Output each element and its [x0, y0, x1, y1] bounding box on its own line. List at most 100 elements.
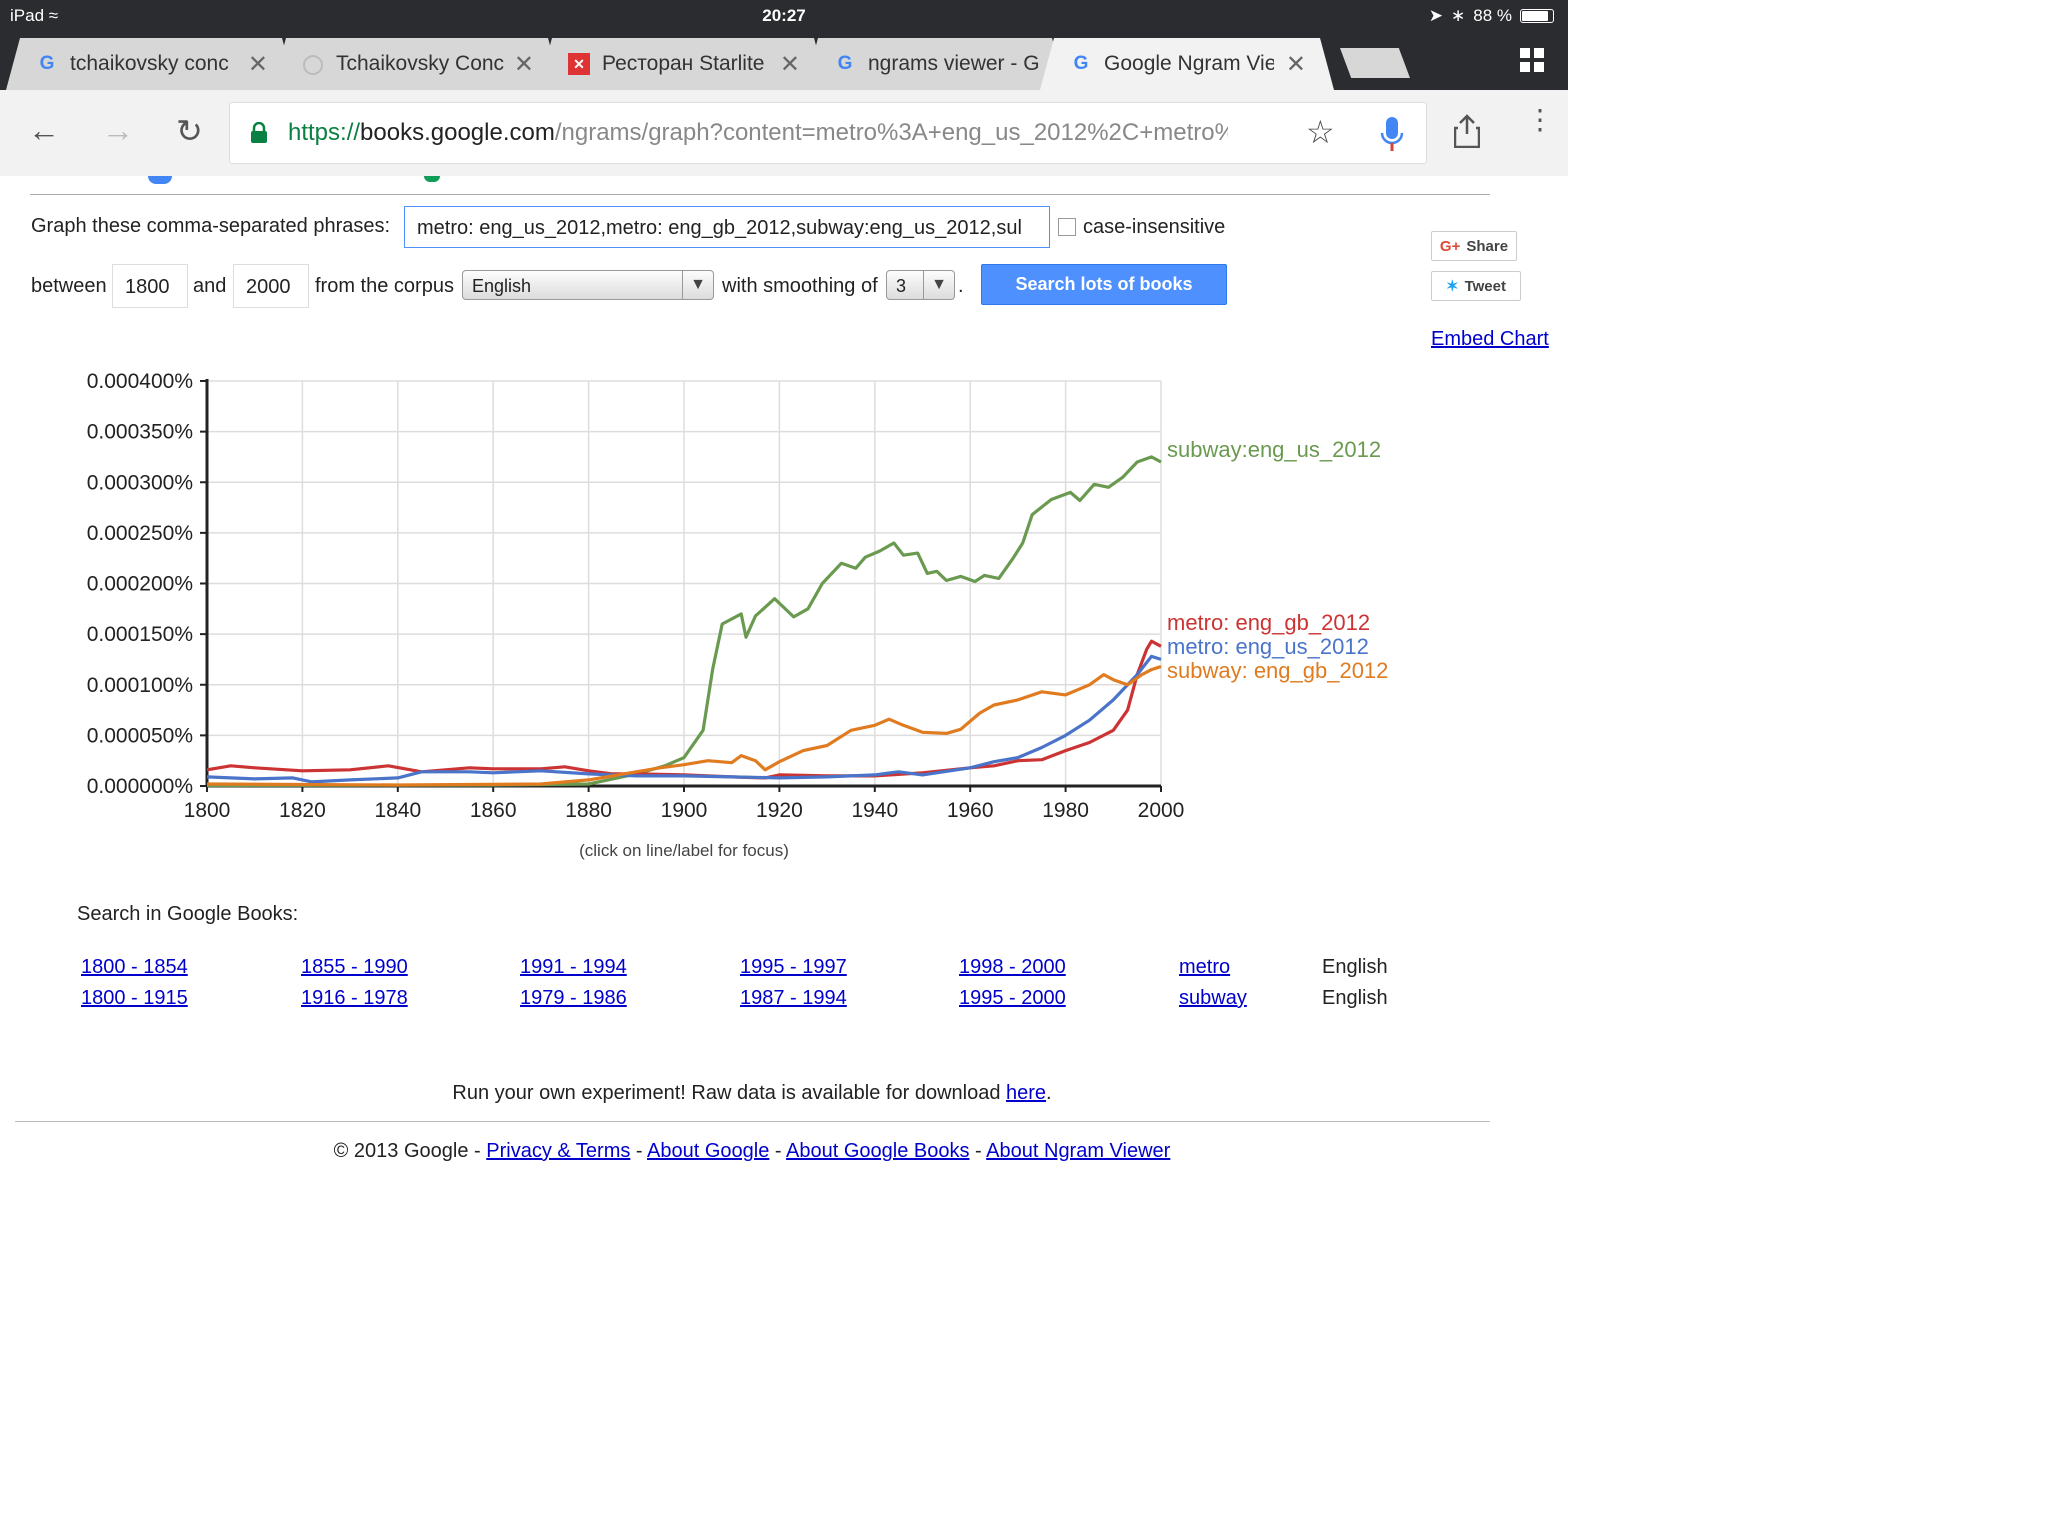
tab-title: ngrams viewer - G	[868, 52, 1038, 75]
year-end-input[interactable]: 2000	[233, 264, 309, 308]
x-tick-label: 1900	[661, 799, 708, 822]
dropdown-arrow-icon: ▼	[923, 271, 954, 299]
ngram-chart: 0.000000% 0.000050% 0.000100% 0.000150% 0.00…	[87, 370, 1389, 860]
tab-title: Google Ngram Vie	[1104, 52, 1274, 75]
footer-divider	[15, 1121, 1490, 1122]
y-tick-label: 0.000400%	[87, 370, 193, 393]
chart-focus-note: (click on line/label for focus)	[579, 841, 789, 860]
series-label-1[interactable]: metro: eng_gb_2012	[1167, 610, 1370, 635]
book-range-link[interactable]: 1995 - 2000	[959, 987, 1066, 1009]
book-range-link[interactable]: 1916 - 1978	[301, 987, 408, 1009]
phrases-input[interactable]: metro: eng_us_2012,metro: eng_gb_2012,su…	[404, 206, 1050, 248]
tab-tchaikovsky-search[interactable]: G tchaikovsky conc ✕	[6, 38, 296, 90]
tweet-button[interactable]: ✶ Tweet	[1431, 271, 1521, 301]
cutoff-logo-dot	[148, 176, 172, 184]
tab-ngrams-search[interactable]: G ngrams viewer - G	[804, 38, 1066, 90]
tab-ngram-viewer[interactable]: G Google Ngram Vie ✕	[1040, 38, 1334, 90]
x-tick-label: 1800	[184, 799, 231, 822]
url-text: https://books.google.com/ngrams/graph?co…	[288, 119, 1228, 146]
y-tick-label: 0.000350%	[87, 421, 193, 444]
star-icon[interactable]: ☆	[1306, 114, 1335, 150]
forward-icon[interactable]: →	[102, 112, 134, 148]
book-corpus: English	[1322, 987, 1388, 1009]
between-label: between	[31, 275, 107, 297]
raw-data-period: .	[1046, 1082, 1052, 1104]
back-icon[interactable]: ←	[28, 112, 60, 148]
series-label-0[interactable]: subway:eng_us_2012	[1167, 437, 1381, 462]
tab-restaurant[interactable]: ✕ Ресторан Starlite ✕	[538, 38, 828, 90]
x-tick-label: 1860	[470, 799, 517, 822]
close-icon[interactable]: ✕	[1285, 51, 1306, 78]
book-range-link[interactable]: 1800 - 1915	[81, 987, 188, 1009]
smoothing-label: with smoothing of	[722, 275, 878, 297]
raw-data-line: Run your own experiment! Raw data is ava…	[0, 1082, 1504, 1105]
case-insensitive-checkbox[interactable]	[1058, 218, 1076, 236]
lock-icon	[251, 122, 267, 143]
and-label: and	[193, 275, 227, 297]
chart-series	[206, 455, 1162, 788]
status-bar: iPad ≈ 20:27 ➤ ∗ 88 %	[0, 0, 1568, 32]
menu-icon[interactable]: ⋮	[1526, 104, 1554, 135]
x-tick-label: 1840	[374, 799, 421, 822]
about-ngram-viewer-link[interactable]: About Ngram Viewer	[986, 1140, 1171, 1162]
about-google-link[interactable]: About Google	[647, 1140, 770, 1162]
tab-strip: G tchaikovsky conc ✕ ◯ Tchaikovsky Conc …	[0, 32, 1568, 90]
x-tick-label: 1920	[756, 799, 803, 822]
series-line-3[interactable]	[206, 664, 1162, 787]
series-label-2[interactable]: metro: eng_us_2012	[1167, 634, 1369, 659]
book-range-link[interactable]: 1800 - 1854	[81, 956, 188, 978]
address-bar[interactable]: https://books.google.com/ngrams/graph?co…	[229, 102, 1427, 164]
y-tick-label: 0.000200%	[87, 573, 193, 596]
bluetooth-icon: ∗	[1451, 6, 1466, 25]
tab-tchaikovsky-concerto[interactable]: ◯ Tchaikovsky Conc ✕	[272, 38, 562, 90]
y-tick-label: 0.000300%	[87, 471, 193, 494]
year-start-input[interactable]: 1800	[112, 264, 188, 308]
book-term-link[interactable]: metro	[1179, 956, 1231, 978]
new-tab-button[interactable]	[1340, 48, 1410, 78]
share-icon[interactable]	[1454, 114, 1480, 148]
tab-title: Tchaikovsky Conc	[336, 52, 505, 75]
series-label-3[interactable]: subway: eng_gb_2012	[1167, 658, 1388, 683]
gplus-share-button[interactable]: G+ Share	[1431, 231, 1517, 261]
tab-switcher-icon[interactable]	[1520, 48, 1544, 72]
tweet-label: Tweet	[1464, 277, 1506, 295]
google-g-icon: G	[1073, 53, 1089, 74]
book-term-link[interactable]: subway	[1179, 987, 1247, 1009]
microphone-icon[interactable]	[1380, 117, 1404, 153]
tab-title: Ресторан Starlite	[602, 52, 765, 75]
book-range-link[interactable]: 1991 - 1994	[520, 956, 627, 978]
privacy-terms-link[interactable]: Privacy & Terms	[486, 1140, 631, 1162]
search-books-button[interactable]: Search lots of books	[981, 264, 1227, 305]
book-range-link[interactable]: 1995 - 1997	[740, 956, 847, 978]
series-labels: subway:eng_us_2012 metro: eng_gb_2012metr…	[1167, 437, 1388, 683]
y-tick-label: 0.000050%	[87, 724, 193, 747]
series-line-2[interactable]	[206, 654, 1162, 784]
raw-data-here-link[interactable]: here	[1006, 1082, 1047, 1104]
corpus-select[interactable]: English ▼	[462, 270, 714, 300]
divider	[30, 194, 1490, 195]
reload-icon[interactable]: ↻	[176, 113, 203, 149]
series-line-0[interactable]	[206, 455, 1162, 788]
battery-icon	[1520, 9, 1554, 23]
book-range-link[interactable]: 1987 - 1994	[740, 987, 847, 1009]
book-range-link[interactable]: 1855 - 1990	[301, 956, 408, 978]
close-icon[interactable]: ✕	[247, 51, 268, 78]
close-icon[interactable]: ✕	[513, 51, 534, 78]
fingerprint-icon: ◯	[302, 53, 324, 75]
period: .	[958, 275, 964, 297]
x-tick-label: 1960	[947, 799, 994, 822]
x-tick-label: 2000	[1138, 799, 1185, 822]
chart-grid	[205, 379, 1162, 788]
y-tick-label: 0.000150%	[87, 623, 193, 646]
book-range-link[interactable]: 1979 - 1986	[520, 987, 627, 1009]
close-icon[interactable]: ✕	[779, 51, 800, 78]
wifi-icon: ≈	[48, 6, 59, 25]
copyright: © 2013 Google -	[333, 1140, 487, 1162]
book-range-link[interactable]: 1998 - 2000	[959, 956, 1066, 978]
smoothing-select[interactable]: 3 ▼	[886, 270, 955, 300]
case-insensitive-label: case-insensitive	[1083, 216, 1226, 238]
book-corpus: English	[1322, 956, 1388, 978]
embed-chart-link[interactable]: Embed Chart	[1431, 328, 1549, 350]
about-google-books-link[interactable]: About Google Books	[786, 1140, 970, 1162]
x-tick-label: 1820	[279, 799, 326, 822]
